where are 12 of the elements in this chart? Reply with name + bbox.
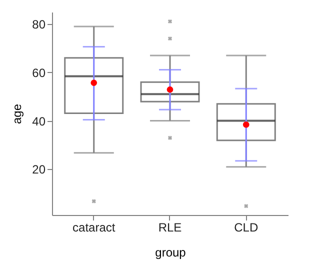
point	[90, 80, 98, 86]
y-tick-label: 80	[32, 18, 46, 32]
y-axis-title: age	[10, 104, 24, 124]
x-tick-label: CLD	[234, 220, 258, 234]
x-tick-label: cataract	[72, 220, 116, 234]
x-axis-title: group	[155, 246, 186, 260]
x-tick-label: RLE	[158, 220, 182, 234]
point	[242, 121, 250, 128]
y-tick-label: 20	[32, 162, 46, 177]
y-tick-label: 40	[32, 114, 46, 128]
point	[166, 86, 174, 93]
y-tick-label: 60	[32, 66, 46, 80]
